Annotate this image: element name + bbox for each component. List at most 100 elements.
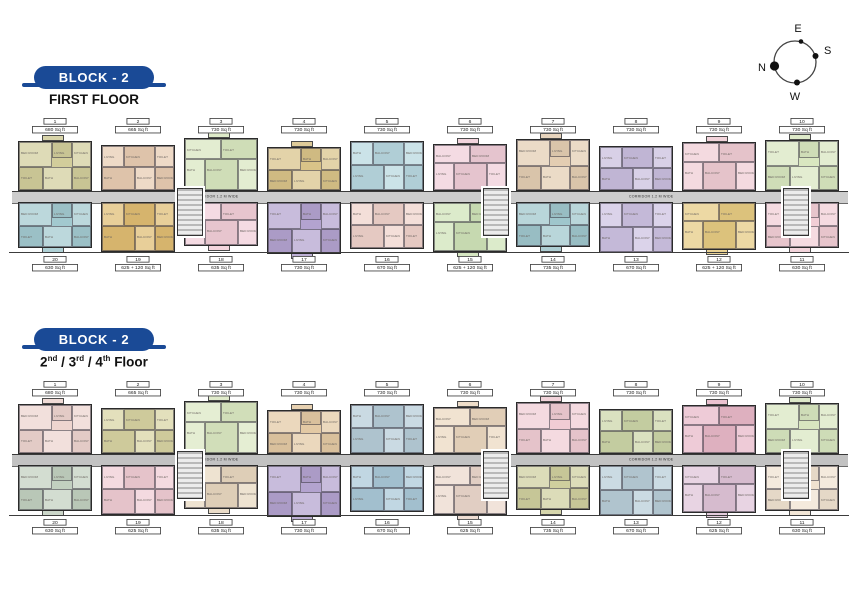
room: BALCONY [72,488,91,510]
room: KITCHEN [621,203,654,227]
room-label: TOILET [21,498,33,502]
unit-area: 730 Sq ft [447,126,493,134]
room-label: TOILET [157,476,169,479]
room: BATH [600,489,634,515]
room-label: LIVING [602,476,613,479]
room-label: TOILET [223,213,235,216]
unit-number: 18 [209,256,233,263]
room: KITCHEN [570,140,589,166]
staircase [783,451,809,499]
unit-area: 670 Sq ft [364,264,410,272]
room: BALCONY [321,203,340,229]
room: LIVING [52,405,73,422]
room: BED ROOM [238,422,257,453]
unit-block: BATH BALCONY BED ROOM LIVING KITCHEN TOILET [350,404,424,454]
room-label: BATH [543,439,552,442]
room-label: KITCHEN [456,495,471,499]
room: BED ROOM [653,430,672,453]
unit-label: 17 730 Sq ft [272,519,336,536]
room: BALCONY [205,422,239,453]
room: BALCONY [703,161,737,190]
room: TOILET [719,466,755,485]
room-label: BATH [685,494,694,498]
unit-number: 4 [292,118,316,125]
unit-block: BATH BALCONY BED ROOM LIVING KITCHEN TOILET [350,202,424,249]
unit-label: 5 730 Sq ft [355,118,419,135]
room: BALCONY [72,429,91,453]
balcony-tab [42,398,64,404]
room-label: BALCONY [635,177,651,181]
unit-block: BED ROOM LIVING KITCHEN TOILET BATH BALCONY [18,465,92,511]
room: BED ROOM [653,489,672,515]
unit-label: 10 730 Sq ft [770,118,834,135]
room-label: LIVING [104,476,115,479]
room: KITCHEN [819,429,838,453]
staircase [483,188,509,236]
room-label: LIVING [436,232,447,236]
room-label: TOILET [157,419,169,422]
room: BATH [301,148,322,163]
floor-title: 2nd / 3rd / 4th Floor [40,354,148,370]
room-label: TOILET [223,149,235,152]
room-label: KITCHEN [821,235,836,239]
room-label: TOILET [655,476,667,479]
unit-label: 8 730 Sq ft [604,118,668,135]
room: TOILET [517,429,542,453]
room-label: TOILET [223,412,235,415]
room-label: KITCHEN [187,149,201,152]
balcony-tab [208,508,230,514]
room: BALCONY [633,489,654,515]
room: BED ROOM [268,169,293,190]
room: TOILET [653,466,672,490]
room: TOILET [268,411,302,433]
ground-line [9,252,849,254]
room: BED ROOM [238,159,257,190]
room-label: BED ROOM [406,213,423,216]
unit-label: 13 670 Sq ft [604,519,668,536]
room: TOILET [517,488,542,509]
unit-area: 635 Sq ft [198,264,244,272]
room-label: KITCHEN [323,239,338,242]
room-label: BED ROOM [655,440,672,444]
unit-label: 2 665 Sq ft [106,381,170,398]
room-label: BATH [543,176,552,179]
room: BALCONY [633,167,654,190]
unit-number: 12 [707,519,731,526]
room: BATH [600,430,634,453]
room: KITCHEN [819,488,838,510]
room-label: BATH [353,213,362,216]
room: BED ROOM [155,430,174,453]
room-label: BALCONY [572,439,588,442]
room: BALCONY [703,484,737,512]
room-label: BED ROOM [472,155,490,158]
room: BATH [799,404,820,421]
room: TOILET [268,148,302,170]
room-label: BALCONY [74,176,90,180]
room: KITCHEN [683,203,719,222]
room-label: BED ROOM [21,415,39,418]
room-label: TOILET [768,414,780,417]
unit-number: 7 [541,118,565,125]
room: BATH [351,466,373,488]
room: BATH [43,429,73,453]
room-label: TOILET [406,497,418,501]
room: BATH [541,166,571,190]
unit-label: 13 670 Sq ft [604,256,668,273]
room-label: LIVING [602,157,613,160]
room: LIVING [790,429,820,453]
room-label: KITCHEN [386,497,400,501]
staircase [483,451,509,499]
room-label: KITCHEN [623,420,638,423]
room: KITCHEN [72,405,91,430]
unit-area: 730 Sq ft [364,389,410,397]
room-label: BED ROOM [21,213,39,216]
room: BALCONY [819,141,838,167]
room: BATH [43,488,73,510]
room-label: BATH [45,235,54,239]
room: BED ROOM [238,219,257,245]
room-label: BED ROOM [240,169,257,173]
unit-number: 20 [43,256,67,263]
room: TOILET [719,143,755,162]
room-label: BATH [187,432,196,436]
unit-label: 14 735 Sq ft [521,256,585,273]
